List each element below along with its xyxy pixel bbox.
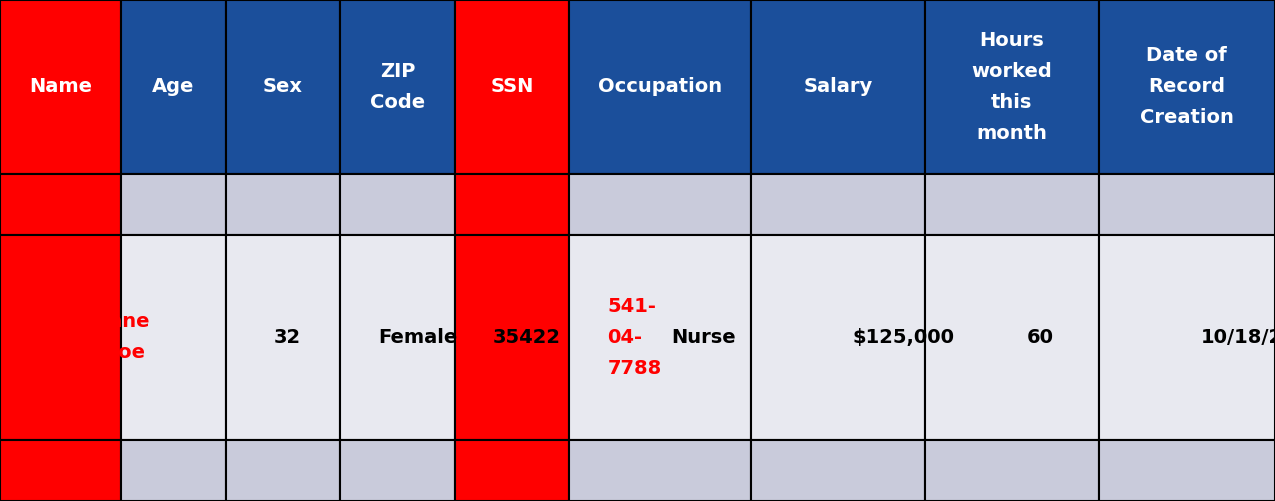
Text: $125,000: $125,000 [853, 328, 955, 347]
Bar [1099, 440, 1275, 501]
Text: Name: Name [29, 77, 92, 96]
Bar [226, 440, 340, 501]
Text: Jane
Doe: Jane Doe [102, 313, 149, 362]
Bar [340, 0, 455, 174]
Bar [121, 234, 226, 440]
Bar [0, 174, 121, 234]
Text: Sex: Sex [263, 77, 303, 96]
Bar [751, 234, 926, 440]
Bar [226, 0, 340, 174]
Text: Salary: Salary [803, 77, 872, 96]
Text: Date of
Record
Creation: Date of Record Creation [1140, 47, 1234, 127]
Bar [121, 174, 226, 234]
Text: Occupation: Occupation [598, 77, 722, 96]
Bar [340, 174, 455, 234]
Text: 35422: 35422 [493, 328, 561, 347]
Text: Age: Age [152, 77, 195, 96]
Bar [226, 234, 340, 440]
Bar [340, 440, 455, 501]
Text: Female: Female [379, 328, 458, 347]
Text: 10/18/22: 10/18/22 [1201, 328, 1275, 347]
Bar [926, 234, 1099, 440]
Bar [569, 440, 751, 501]
Bar [0, 0, 121, 174]
Bar [926, 0, 1099, 174]
Bar [455, 174, 569, 234]
Bar [1099, 234, 1275, 440]
Bar [569, 174, 751, 234]
Text: 60: 60 [1028, 328, 1054, 347]
Bar [751, 174, 926, 234]
Bar [226, 174, 340, 234]
Text: Hours
worked
this
month: Hours worked this month [972, 31, 1052, 143]
Bar [926, 440, 1099, 501]
Text: 541-
04-
7788: 541- 04- 7788 [608, 297, 662, 378]
Bar [455, 0, 569, 174]
Bar [926, 174, 1099, 234]
Bar [569, 234, 751, 440]
Bar [455, 440, 569, 501]
Bar [569, 0, 751, 174]
Bar [1099, 0, 1275, 174]
Text: ZIP
Code: ZIP Code [370, 62, 425, 112]
Text: Nurse: Nurse [671, 328, 736, 347]
Bar [0, 440, 121, 501]
Bar [121, 440, 226, 501]
Bar [751, 0, 926, 174]
Bar [340, 234, 455, 440]
Bar [1099, 174, 1275, 234]
Bar [455, 234, 569, 440]
Text: SSN: SSN [490, 77, 533, 96]
Bar [751, 440, 926, 501]
Bar [121, 0, 226, 174]
Text: 32: 32 [274, 328, 301, 347]
Bar [0, 234, 121, 440]
